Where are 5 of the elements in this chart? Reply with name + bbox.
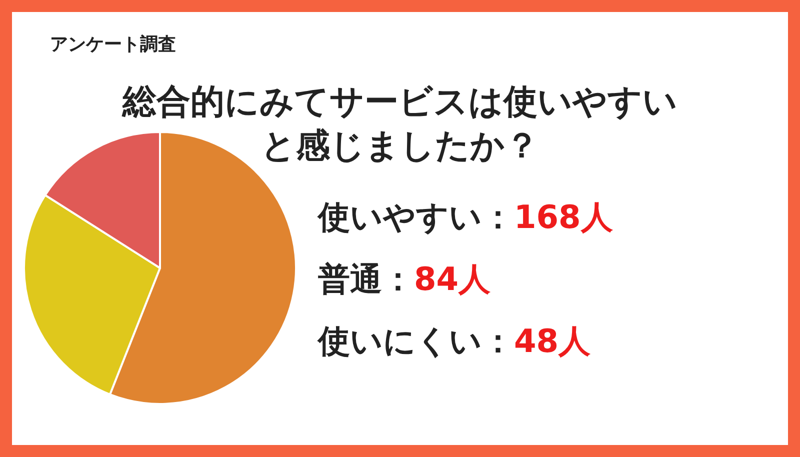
text: 使いやすい：168人: [317, 198, 614, 236]
text: 普通：84人: [318, 260, 492, 298]
text: 使いにくい：48人: [317, 322, 592, 360]
text: 総合的にみてサービスは使いやすいと感じましたか？: [120, 81, 678, 168]
chart-subtitle: アンケート調査: [50, 34, 176, 55]
